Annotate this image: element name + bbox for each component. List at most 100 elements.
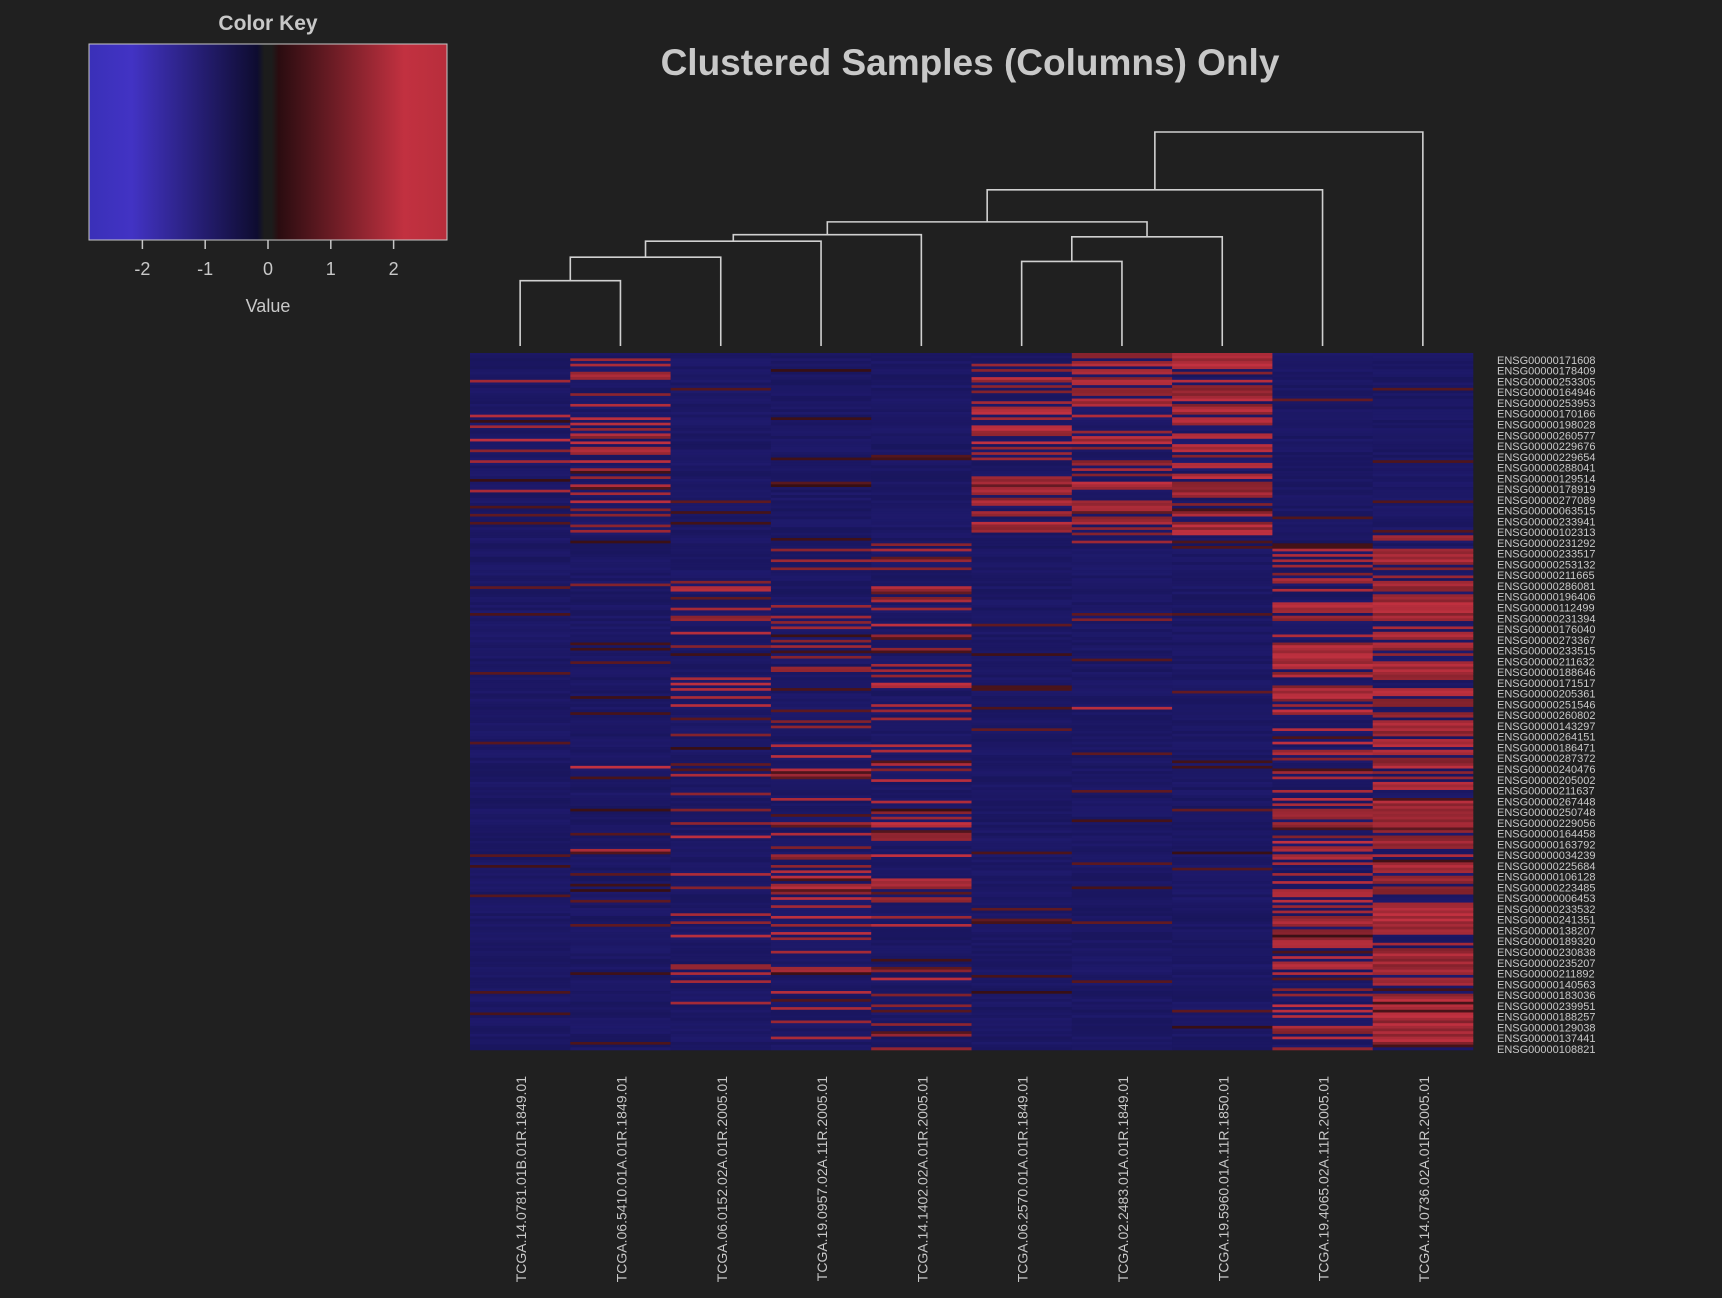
row-label: ENSG00000176040 [1497, 624, 1595, 636]
heatmap-cell [1372, 953, 1474, 957]
heatmap-cell [1172, 489, 1273, 493]
heatmap-cell [1071, 564, 1173, 568]
heatmap-cell [1172, 554, 1273, 558]
heatmap-cell [871, 460, 972, 464]
heatmap-cell [1372, 417, 1474, 421]
heatmap-cell [470, 937, 571, 941]
heatmap-cell [570, 910, 671, 914]
heatmap-cell [770, 420, 872, 423]
heatmap-cell [871, 401, 972, 405]
heatmap-cell [971, 385, 1073, 389]
heatmap-cell [1172, 873, 1273, 877]
column-label: TCGA.14.0781.01B.01R.1849.01 [513, 1076, 529, 1282]
heatmap-cell [770, 562, 872, 566]
heatmap-cell [670, 567, 772, 571]
row-label: ENSG00000164458 [1497, 829, 1595, 841]
heatmap-cell [971, 417, 1073, 421]
heatmap-cell [1071, 425, 1173, 429]
heatmap-cell [470, 478, 571, 482]
heatmap-cell [1071, 1025, 1173, 1029]
heatmap-cell [770, 382, 872, 386]
heatmap-cell [1071, 996, 1173, 1000]
heatmap-cell [1372, 819, 1474, 823]
heatmap-cell [770, 838, 872, 842]
heatmap-cell [570, 379, 671, 383]
heatmap-cell [971, 789, 1073, 793]
heatmap-cell [470, 371, 571, 375]
heatmap-cell [971, 596, 1073, 600]
heatmap-cell [1172, 690, 1273, 694]
heatmap-cell [1071, 377, 1173, 381]
heatmap-cell [1172, 776, 1273, 780]
heatmap-cell [570, 854, 671, 858]
heatmap-cell [871, 701, 972, 705]
heatmap-cell [1372, 586, 1474, 590]
heatmap-cell [1372, 1023, 1474, 1027]
heatmap-cell [670, 958, 772, 962]
heatmap-cell [1272, 714, 1373, 718]
heatmap-cell [1071, 929, 1173, 933]
heatmap-cell [1071, 891, 1173, 895]
heatmap-cell [871, 940, 972, 944]
heatmap-cell [670, 942, 772, 946]
heatmap-cell [1172, 470, 1273, 474]
heatmap-cell [470, 781, 571, 785]
heatmap-cell [1372, 596, 1474, 600]
heatmap-cell [871, 629, 972, 633]
heatmap-cell [670, 529, 772, 533]
heatmap-cell [1272, 637, 1373, 641]
row-label: ENSG00000233515 [1497, 646, 1595, 658]
heatmap-cell [670, 615, 772, 619]
heatmap-cell [1172, 1041, 1273, 1045]
heatmap-cell [670, 690, 772, 694]
heatmap-cell [971, 768, 1073, 772]
heatmap-cell [971, 755, 1073, 759]
heatmap-cell [971, 902, 1073, 906]
heatmap-cell [1372, 414, 1474, 418]
heatmap-cell [770, 411, 872, 415]
heatmap-cell [871, 465, 972, 469]
heatmap-cell [470, 1039, 571, 1043]
heatmap-cell [670, 1017, 772, 1021]
heatmap-cell [1272, 763, 1373, 767]
heatmap-cell [670, 894, 772, 898]
heatmap-cell [1172, 712, 1273, 716]
heatmap-cell [871, 1012, 972, 1016]
color-key-tick-label: 1 [326, 259, 336, 279]
heatmap-cell [1372, 613, 1474, 617]
heatmap-cell [971, 379, 1073, 383]
heatmap-cell [1272, 996, 1373, 1000]
heatmap-cell [1172, 953, 1273, 957]
heatmap-cell [1372, 924, 1474, 927]
heatmap-cell [470, 599, 571, 603]
heatmap-cell [971, 706, 1073, 710]
heatmap-cell [670, 913, 772, 917]
heatmap-cell [1272, 586, 1373, 590]
heatmap-cell [1272, 1033, 1373, 1037]
heatmap-cell [1172, 420, 1273, 423]
heatmap-cell [1272, 918, 1373, 922]
heatmap-cell [570, 438, 671, 442]
heatmap-cell [1272, 390, 1373, 394]
heatmap-cell [670, 926, 772, 930]
heatmap-cell [1272, 1001, 1373, 1005]
heatmap-cell [670, 441, 772, 445]
heatmap-cell [570, 559, 671, 563]
heatmap-cell [670, 865, 772, 869]
heatmap-cell [1372, 583, 1474, 587]
heatmap-cell [570, 728, 671, 732]
heatmap-cell [470, 481, 571, 485]
heatmap-cell [570, 599, 671, 603]
heatmap-cell [1172, 607, 1273, 611]
heatmap-cell [1172, 897, 1273, 901]
heatmap-cell [670, 353, 772, 356]
heatmap-cell [1071, 915, 1173, 919]
heatmap-cell [770, 409, 872, 413]
heatmap-cell [1172, 578, 1273, 582]
heatmap-cell [971, 854, 1073, 858]
heatmap-cell [1372, 961, 1474, 965]
heatmap-cell [1272, 720, 1373, 724]
heatmap-cell [1172, 674, 1273, 678]
heatmap-cell [871, 897, 972, 901]
heatmap-cell [971, 637, 1073, 641]
